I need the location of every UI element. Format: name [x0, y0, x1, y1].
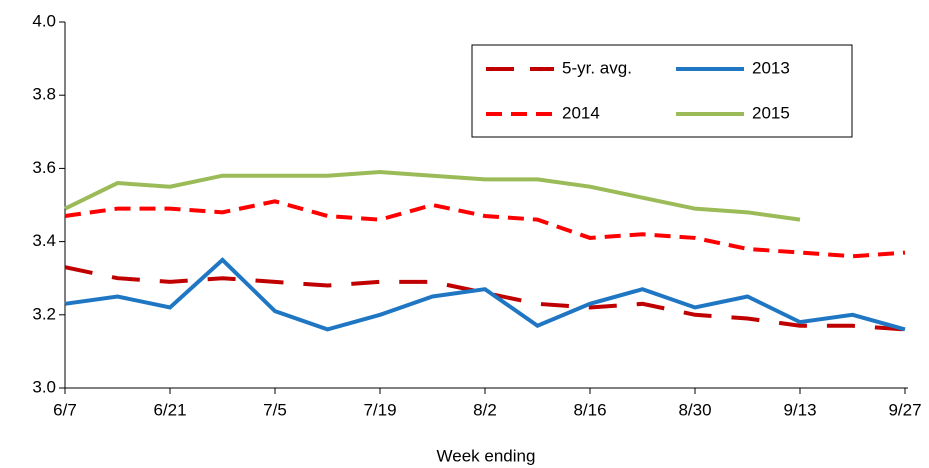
series-line: [64, 265, 906, 332]
x-tick-label: 9/13: [783, 400, 816, 419]
x-tick-label: 6/21: [153, 400, 186, 419]
y-tick-label: 3.6: [32, 158, 56, 177]
x-tick-label: 8/16: [573, 400, 606, 419]
legend-label: 2013: [752, 58, 790, 77]
series-line: [64, 257, 906, 332]
series-line: [64, 170, 801, 222]
legend-label: 5-yr. avg.: [562, 58, 632, 77]
x-axis-label: Week ending: [437, 446, 536, 465]
x-tick-label: 7/5: [263, 400, 287, 419]
x-tick-label: 8/2: [473, 400, 497, 419]
legend-box: [471, 44, 853, 138]
y-tick-label: 3.2: [32, 304, 56, 323]
legend-label: 2014: [562, 103, 600, 122]
y-tick-label: 3.0: [32, 377, 56, 396]
legend-label: 2015: [752, 103, 790, 122]
x-tick-label: 9/27: [888, 400, 921, 419]
series-line: [64, 199, 906, 259]
x-tick-label: 6/7: [53, 400, 77, 419]
x-tick-label: 7/19: [363, 400, 396, 419]
y-tick-label: 3.8: [32, 85, 56, 104]
y-tick-label: 3.4: [32, 231, 56, 250]
x-tick-label: 8/30: [678, 400, 711, 419]
y-tick-label: 4.0: [32, 11, 56, 30]
